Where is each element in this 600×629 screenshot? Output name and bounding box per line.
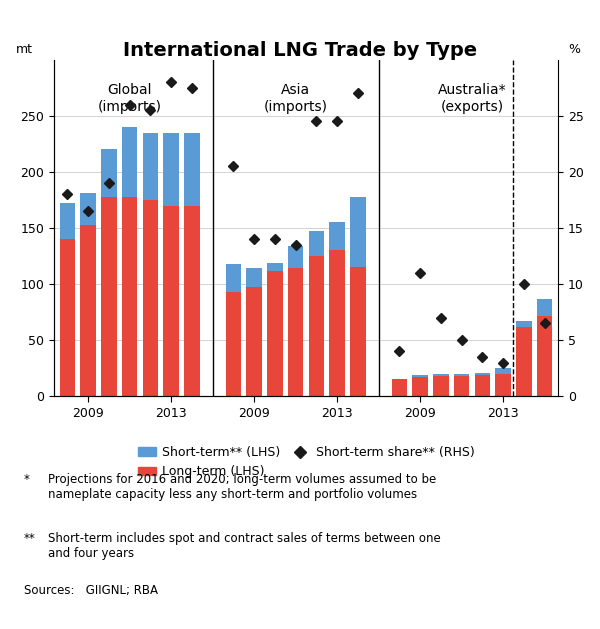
Bar (60, 203, 75, 239)
Bar (101, 150, 117, 197)
Text: *: * (24, 473, 30, 486)
Text: **: ** (24, 532, 36, 545)
Bar (308, 256, 324, 396)
Bar (163, 133, 179, 206)
Bar (433, 376, 449, 396)
Bar (101, 197, 117, 396)
Legend: Short-term** (LHS), Long-term (LHS), Short-term share** (RHS): Short-term** (LHS), Long-term (LHS), Sho… (133, 441, 479, 484)
Bar (267, 263, 283, 270)
Text: Sources:   GIIGNL; RBA: Sources: GIIGNL; RBA (24, 584, 158, 597)
Bar (247, 287, 262, 396)
Bar (350, 197, 365, 267)
Bar (226, 264, 241, 292)
Text: Asia
(imports): Asia (imports) (263, 83, 328, 113)
Bar (80, 193, 96, 225)
Bar (537, 299, 552, 316)
Bar (122, 127, 137, 197)
Bar (184, 133, 200, 206)
Bar (329, 223, 345, 250)
Bar (163, 206, 179, 396)
Bar (495, 374, 511, 396)
Bar (143, 133, 158, 200)
Bar (454, 374, 469, 376)
Bar (226, 292, 241, 396)
Bar (247, 269, 262, 287)
Text: Australia*
(exports): Australia* (exports) (437, 83, 506, 113)
Bar (143, 200, 158, 396)
Text: International LNG Trade by Type: International LNG Trade by Type (123, 41, 477, 60)
Text: Projections for 2016 and 2020; long-term volumes assumed to be
nameplate capacit: Projections for 2016 and 2020; long-term… (48, 473, 436, 501)
Bar (80, 225, 96, 396)
Bar (392, 379, 407, 396)
Bar (516, 326, 532, 396)
Bar (475, 373, 490, 375)
Bar (308, 231, 324, 256)
Bar (433, 374, 449, 376)
Bar (537, 316, 552, 396)
Bar (288, 246, 304, 269)
Bar (184, 206, 200, 396)
Bar (412, 375, 428, 377)
Text: Short-term includes spot and contract sales of terms between one
and four years: Short-term includes spot and contract sa… (48, 532, 441, 560)
Bar (288, 269, 304, 396)
Bar (267, 270, 283, 396)
Bar (60, 239, 75, 396)
Bar (495, 368, 511, 374)
Bar (516, 321, 532, 326)
Bar (350, 267, 365, 396)
Bar (329, 250, 345, 396)
Bar (122, 197, 137, 396)
Text: Global
(imports): Global (imports) (98, 83, 162, 113)
Bar (412, 377, 428, 396)
Bar (454, 376, 469, 396)
Bar (475, 375, 490, 396)
Text: mt: mt (16, 43, 33, 57)
Text: %: % (569, 43, 581, 57)
